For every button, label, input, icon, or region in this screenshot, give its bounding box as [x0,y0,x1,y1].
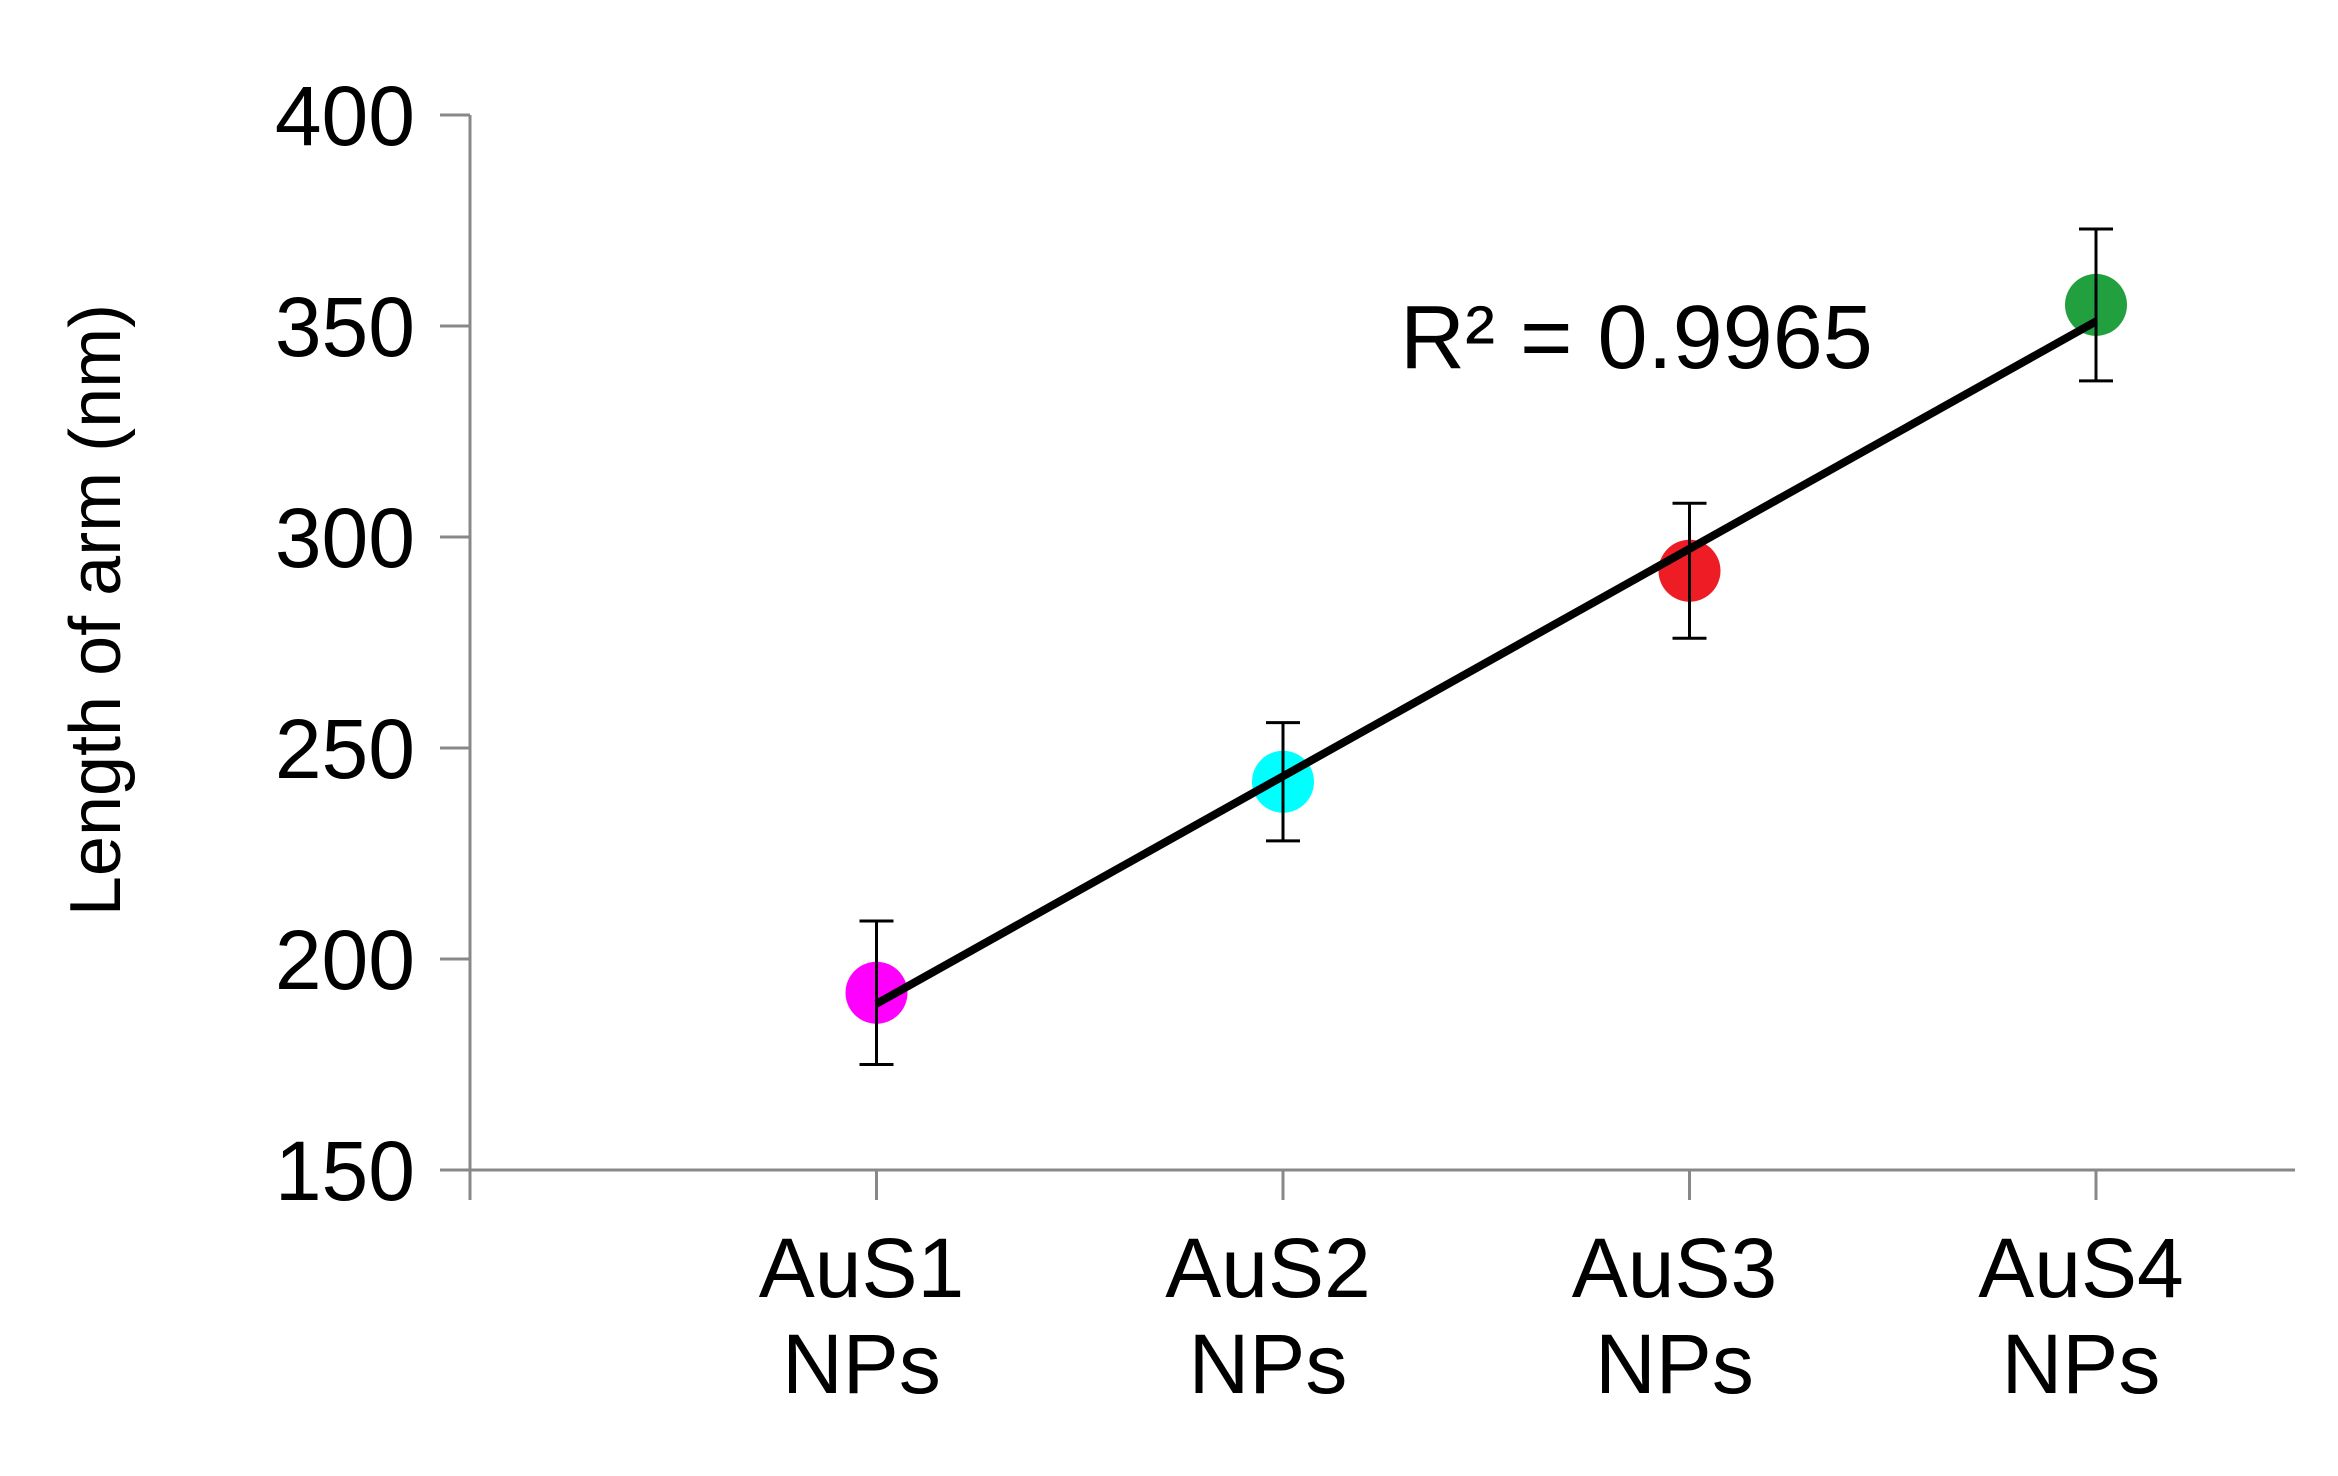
x-tick-label: AuS2 NPs [1165,1221,1371,1411]
y-tick-label: 200 [275,913,415,1007]
y-tick-label: 150 [275,1124,415,1218]
trendline-label: R² = 0.9965 [1400,288,1873,388]
x-tick-label: AuS4 NPs [1978,1221,2184,1411]
y-tick-label: 350 [275,280,415,374]
trendline [874,317,2098,1008]
error-bar [1672,501,1707,640]
y-tick-label: 250 [275,702,415,796]
y-tick-label: 300 [275,491,415,585]
error-bar [1266,721,1300,843]
error-bar [859,919,894,1066]
y-axis-label: Length of arm (nm) [56,304,136,916]
y-tick-label: 400 [275,69,415,163]
error-bar [2079,227,2113,383]
x-tick-label: AuS1 NPs [758,1221,965,1411]
x-tick-label: AuS3 NPs [1571,1221,1778,1411]
